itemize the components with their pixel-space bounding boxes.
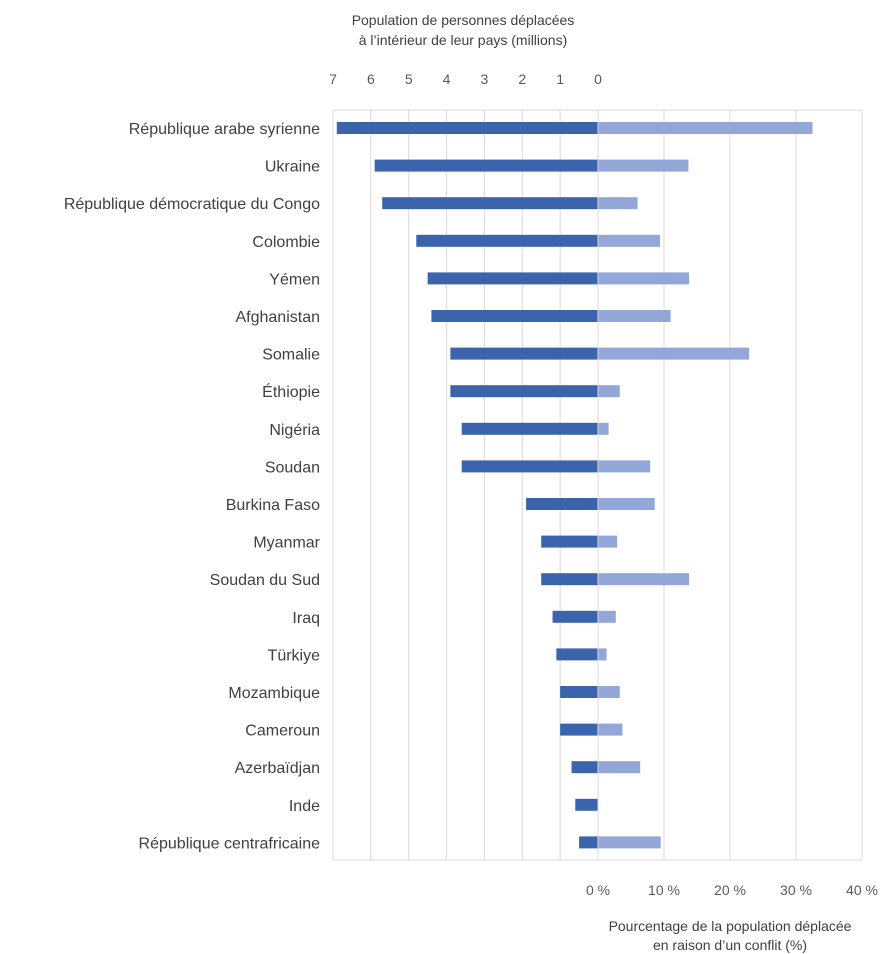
category-label: République centrafricaine	[139, 835, 321, 852]
bar-displaced-percentage	[598, 159, 689, 172]
bar-displaced-percentage	[598, 234, 661, 247]
category-label: République arabe syrienne	[129, 121, 320, 138]
category-label: Burkina Faso	[226, 497, 320, 514]
bottom-axis-tick-label: 20 %	[714, 882, 746, 898]
bar-displaced-population	[450, 347, 598, 360]
bar-displaced-population	[560, 686, 598, 698]
bar-displaced-percentage	[598, 686, 620, 698]
bar-displaced-population	[461, 422, 598, 435]
bar-displaced-population	[556, 648, 598, 661]
bar-displaced-percentage	[598, 385, 620, 398]
top-axis-title: à l’intérieur de leur pays (millions)	[359, 32, 568, 48]
bar-displaced-population	[579, 836, 598, 849]
bar-displaced-population	[382, 197, 598, 210]
category-label: Myanmar	[253, 535, 320, 552]
category-label: Türkiye	[268, 647, 321, 664]
bar-displaced-population	[571, 761, 598, 774]
bar-displaced-population	[336, 122, 598, 134]
category-label: République démocratique du Congo	[64, 196, 320, 213]
category-label: Soudan du Sud	[210, 572, 320, 589]
bar-displaced-percentage	[598, 836, 661, 849]
bar-displaced-population	[541, 535, 598, 548]
bar-displaced-percentage	[598, 460, 651, 473]
category-label: Mozambique	[228, 685, 320, 702]
bar-displaced-percentage	[598, 272, 690, 285]
top-axis-tick-label: 5	[405, 71, 413, 87]
bar-displaced-percentage	[598, 310, 671, 322]
bar-displaced-population	[461, 460, 598, 473]
bar-displaced-percentage	[598, 573, 690, 586]
top-axis-tick-label: 6	[367, 71, 375, 87]
category-label: Colombie	[252, 234, 320, 251]
category-label: Éthiopie	[262, 382, 320, 401]
category-label: Soudan	[265, 459, 320, 476]
top-axis-tick-label: 7	[329, 71, 337, 87]
top-axis-tick-label: 2	[518, 71, 526, 87]
top-axis-tick-label: 3	[481, 71, 489, 87]
bar-displaced-population	[575, 798, 598, 811]
bar-displaced-population	[374, 159, 598, 172]
bar-displaced-population	[541, 573, 598, 586]
bottom-axis-tick-label: 40 %	[846, 882, 878, 898]
bar-displaced-percentage	[598, 723, 623, 736]
bar-displaced-population	[450, 385, 598, 398]
category-label: Somalie	[262, 347, 320, 364]
bar-displaced-percentage	[598, 498, 655, 510]
category-label: Ukraine	[265, 159, 320, 176]
category-label: Nigéria	[269, 422, 320, 439]
category-label: Iraq	[292, 610, 320, 627]
top-axis-tick-label: 1	[556, 71, 564, 87]
category-label: Inde	[289, 798, 320, 815]
bottom-axis-tick-label: 10 %	[648, 882, 680, 898]
bottom-axis-title: Pourcentage de la population déplacée	[609, 918, 852, 934]
category-label: Cameroun	[245, 723, 320, 740]
bar-displaced-population	[552, 610, 598, 623]
bar-displaced-percentage	[598, 347, 750, 360]
bar-displaced-percentage	[598, 761, 641, 774]
top-axis-tick-label: 4	[443, 71, 451, 87]
bar-displaced-population	[416, 234, 598, 247]
bar-displaced-percentage	[598, 422, 609, 435]
top-axis-title: Population de personnes déplacées	[352, 12, 575, 28]
bar-displaced-percentage	[598, 610, 616, 623]
bottom-axis-title: en raison d’un conflit (%)	[653, 937, 807, 953]
bottom-axis-tick-label: 30 %	[780, 882, 812, 898]
bar-displaced-percentage	[598, 122, 813, 134]
bar-displaced-population	[431, 310, 598, 322]
bar-displaced-percentage	[598, 535, 618, 548]
bottom-axis-tick-label: 0 %	[586, 882, 610, 898]
category-label: Afghanistan	[235, 309, 320, 326]
bar-displaced-population	[526, 498, 598, 510]
category-label: Azerbaïdjan	[235, 760, 320, 777]
category-label: Yémen	[269, 271, 320, 288]
bar-displaced-percentage	[598, 648, 607, 661]
bar-displaced-population	[427, 272, 598, 285]
top-axis-tick-label: 0	[594, 71, 602, 87]
bar-displaced-percentage	[598, 197, 638, 210]
bar-displaced-population	[560, 723, 598, 736]
